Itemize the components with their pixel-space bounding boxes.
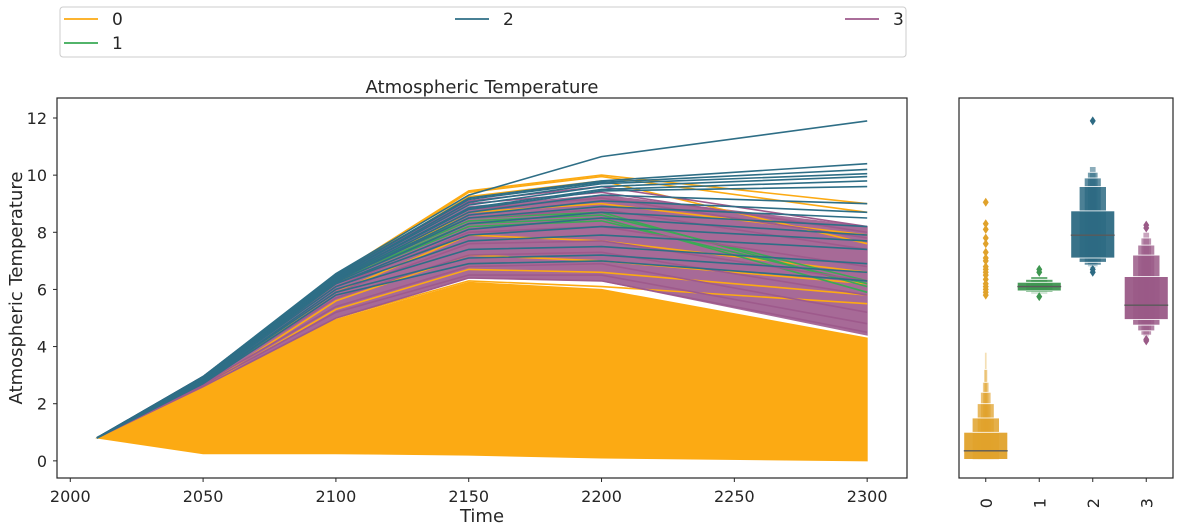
boxen-group-1 (1016, 264, 1062, 302)
y-tick-label: 6 (37, 280, 47, 299)
legend-entry-0: 0 (64, 10, 123, 30)
series-0-band-0 (95, 281, 868, 462)
line-plot-area (95, 120, 868, 462)
chart-title: Atmospheric Temperature (366, 77, 599, 98)
y-tick-label: 2 (37, 395, 47, 414)
boxen-0-outlier (982, 239, 989, 249)
boxen-0-outlier (982, 247, 989, 257)
boxen-chart: 0 1 2 3 (958, 97, 1174, 508)
boxen-x-tick-label: 2 (1084, 498, 1103, 508)
boxen-2-outlier (1089, 264, 1096, 274)
legend-entry-1: 1 (64, 34, 123, 54)
series-2-line-15 (96, 254, 868, 439)
boxen-3-outlier (1143, 220, 1150, 230)
x-tick-label: 2100 (316, 487, 357, 506)
legend-label-3: 3 (893, 10, 904, 30)
x-axis-ticks: 2000 2050 2100 2150 2200 2250 2300 (50, 478, 888, 506)
series-2-line-7 (96, 194, 868, 439)
line-plot-frame (56, 97, 908, 479)
legend-label-2: 2 (503, 10, 514, 30)
boxen-0-level-0 (963, 431, 1009, 460)
boxen-x-axis-ticks: 0 1 2 3 (977, 478, 1156, 508)
legend: 0 1 2 3 (59, 6, 907, 58)
boxen-0-outlier (982, 233, 989, 243)
boxen-1-outlier (1036, 292, 1043, 302)
x-tick-label: 2000 (50, 487, 91, 506)
legend-label-1: 1 (112, 34, 123, 54)
y-tick-label: 4 (37, 338, 47, 357)
boxen-0-outlier (982, 197, 989, 207)
series-2-line-16 (96, 260, 868, 439)
boxen-2-outlier (1089, 116, 1096, 126)
boxen-group-2 (1070, 116, 1116, 277)
series-2-line-10 (96, 211, 868, 439)
y-axis-label: Atmospheric Temperature (6, 172, 27, 405)
y-tick-label: 12 (27, 109, 47, 128)
series-3-line-9 (96, 277, 868, 439)
boxen-3-level-0 (1123, 276, 1169, 320)
series-2-line-2 (96, 168, 868, 439)
y-tick-label: 0 (37, 452, 47, 471)
boxen-group-3 (1123, 220, 1169, 346)
series-3-line-8 (96, 274, 868, 439)
boxen-x-tick-label: 1 (1030, 498, 1049, 508)
y-axis-ticks: 0 2 4 6 8 10 12 (27, 109, 57, 471)
boxen-x-tick-label: 0 (977, 498, 996, 508)
boxen-0-outlier (982, 224, 989, 234)
boxen-3-outlier (1143, 334, 1150, 344)
legend-entry-2: 2 (455, 10, 514, 30)
boxen-0-outlier (982, 219, 989, 229)
y-tick-label: 8 (37, 223, 47, 242)
boxen-1-outlier (1036, 264, 1043, 274)
boxen-plot-frame (958, 97, 1174, 479)
x-tick-label: 2300 (847, 487, 888, 506)
boxen-plot-area (963, 116, 1169, 462)
x-tick-label: 2250 (714, 487, 755, 506)
x-tick-label: 2200 (581, 487, 622, 506)
boxen-0-outlier (982, 253, 989, 263)
legend-label-0: 0 (112, 10, 123, 30)
boxen-x-tick-label: 3 (1137, 498, 1156, 508)
boxen-0-outlier (982, 262, 989, 272)
x-tick-label: 2150 (448, 487, 489, 506)
legend-entry-3: 3 (845, 10, 904, 30)
y-tick-label: 10 (27, 166, 47, 185)
legend-frame (59, 6, 907, 58)
line-chart: Atmospheric Temperature 2000 2050 2100 2150… (6, 77, 908, 527)
series-2-line-13 (96, 234, 868, 439)
x-tick-label: 2050 (183, 487, 224, 506)
x-axis-label: Time (459, 506, 504, 527)
boxen-group-0 (963, 197, 1009, 462)
